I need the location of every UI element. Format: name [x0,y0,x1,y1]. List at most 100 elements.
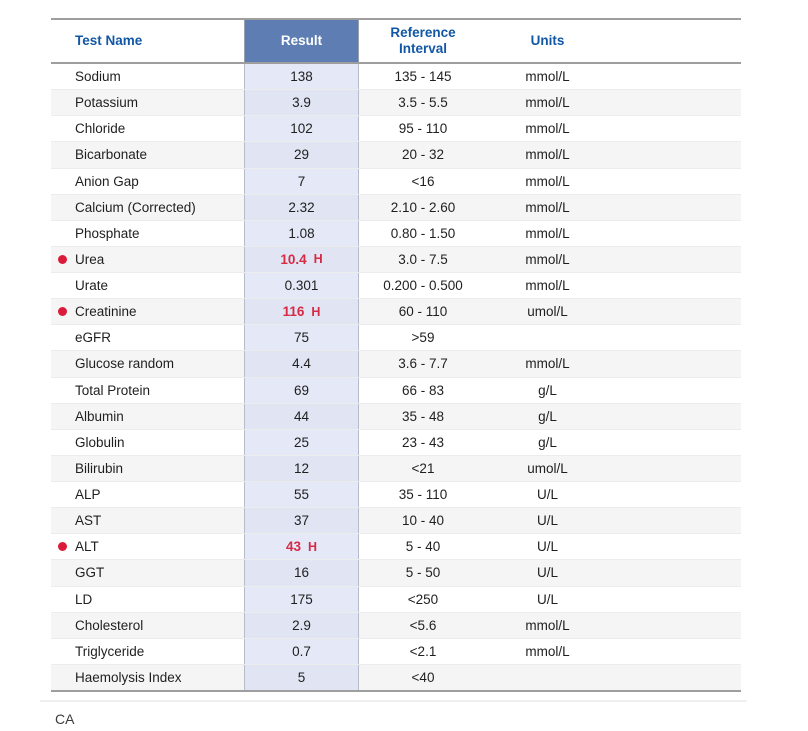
result-value: 16 [293,565,310,581]
spacer-cell [608,142,741,167]
test-name-label: Bilirubin [75,460,124,476]
result-cell: 116 H [244,299,359,325]
spacer-cell [608,665,741,690]
table-row: Calcium (Corrected) 2.32 2.10 - 2.60 mmol/L [51,193,741,220]
test-name-label: Sodium [75,69,121,85]
result-cell: 10.4 H [244,246,359,272]
test-name-cell: LD [51,587,244,612]
table-row: Albumin 44 35 - 48 g/L [51,402,741,429]
test-name-cell: Calcium (Corrected) [51,195,244,220]
column-header-test-name[interactable]: Test Name [75,32,143,48]
spacer-cell [608,195,741,220]
result-value: 1.08 [288,225,315,241]
units-cell: mmol/L [525,199,570,215]
units-cell: mmol/L [525,643,570,659]
test-name-cell: Bicarbonate [51,142,244,167]
table-row: Phosphate 1.08 0.80 - 1.50 mmol/L [51,219,741,246]
test-name-cell: eGFR [51,325,244,350]
spacer-cell [608,116,741,141]
spacer-cell [608,587,741,612]
result-value: 102 [290,121,313,137]
result-cell: 55 [244,482,359,508]
result-value: 7 [297,173,306,189]
column-header-reference-interval[interactable]: Reference Interval [390,24,456,56]
result-value: 43 [285,539,301,555]
table-row: Creatinine 116 H 60 - 110 umol/L [51,298,741,325]
spacer-cell [608,351,741,376]
result-value: 29 [293,147,310,163]
test-name-label: Total Protein [75,382,151,398]
test-name-label: Urate [75,278,109,294]
table-row: eGFR 75 >59 [51,324,741,351]
table-row: Haemolysis Index 5 <40 [51,663,741,690]
reference-interval-cell: 60 - 110 [398,304,448,320]
result-cell: 2.9 [244,612,359,638]
spacer-cell [608,247,741,272]
units-cell: mmol/L [525,69,570,85]
result-cell: 138 [244,64,359,90]
reference-interval-cell: <21 [411,460,435,476]
table-row: Triglyceride 0.7 <2.1 mmol/L [51,637,741,664]
units-cell: mmol/L [525,121,570,137]
test-name-label: Calcium (Corrected) [75,199,196,215]
spacer-cell [608,639,741,664]
result-value: 0.301 [284,278,319,294]
table-row: Total Protein 69 66 - 83 g/L [51,376,741,403]
reference-interval-cell: <16 [411,173,435,189]
result-value: 69 [293,382,310,398]
spacer-cell [608,169,741,194]
units-cell: U/L [536,565,558,581]
result-cell: 25 [244,429,359,455]
result-cell: 0.301 [244,273,359,299]
units-cell: umol/L [527,460,568,476]
table-row: Sodium 138 135 - 145 mmol/L [51,64,741,90]
units-cell: U/L [536,539,558,555]
result-value: 75 [293,330,310,346]
result-cell: 3.9 [244,90,359,116]
test-name-label: Chloride [75,121,126,137]
spacer-cell [608,430,741,455]
high-flag: H [308,539,318,554]
high-flag: H [313,252,323,267]
table-row: Bilirubin 12 <21 umol/L [51,454,741,481]
spacer-cell [608,404,741,429]
test-name-label: Cholesterol [75,617,144,633]
test-name-cell: Triglyceride [51,639,244,664]
test-name-label: Glucose random [75,356,175,372]
footer-text: CA [55,711,75,727]
result-cell: 12 [244,455,359,481]
test-name-cell: Haemolysis Index [51,665,244,690]
spacer-cell [608,378,741,403]
test-name-cell: AST [51,508,244,533]
result-value: 175 [290,591,313,607]
units-cell: g/L [538,408,557,424]
reference-interval-cell: 3.0 - 7.5 [398,251,448,267]
table-row: Bicarbonate 29 20 - 32 mmol/L [51,141,741,168]
reference-interval-cell: 3.6 - 7.7 [398,356,448,372]
test-name-label: ALT [75,539,99,555]
result-value: 25 [293,434,310,450]
reference-interval-cell: 2.10 - 2.60 [390,199,456,215]
spacer-cell [608,273,741,298]
test-name-label: Triglyceride [75,643,145,659]
table-row: Chloride 102 95 - 110 mmol/L [51,115,741,142]
reference-interval-cell: 0.80 - 1.50 [390,225,456,241]
reference-interval-cell: 35 - 110 [398,487,448,503]
spacer-cell [608,560,741,585]
result-cell: 175 [244,586,359,612]
table-row: Urea 10.4 H 3.0 - 7.5 mmol/L [51,245,741,272]
test-name-label: Anion Gap [75,173,139,189]
spacer-cell [608,90,741,115]
table-row: ALP 55 35 - 110 U/L [51,481,741,508]
reference-interval-cell: 10 - 40 [401,513,445,529]
test-name-cell: GGT [51,560,244,585]
test-name-cell: Sodium [51,64,244,89]
table-row: ALT 43 H 5 - 40 U/L [51,533,741,560]
test-name-label: Potassium [75,95,139,111]
test-name-cell: Urea [51,247,244,272]
test-name-label: GGT [75,565,105,581]
units-cell: mmol/L [525,251,570,267]
column-header-result[interactable]: Result [244,20,359,62]
test-name-cell: Total Protein [51,378,244,403]
column-header-units[interactable]: Units [530,32,565,48]
